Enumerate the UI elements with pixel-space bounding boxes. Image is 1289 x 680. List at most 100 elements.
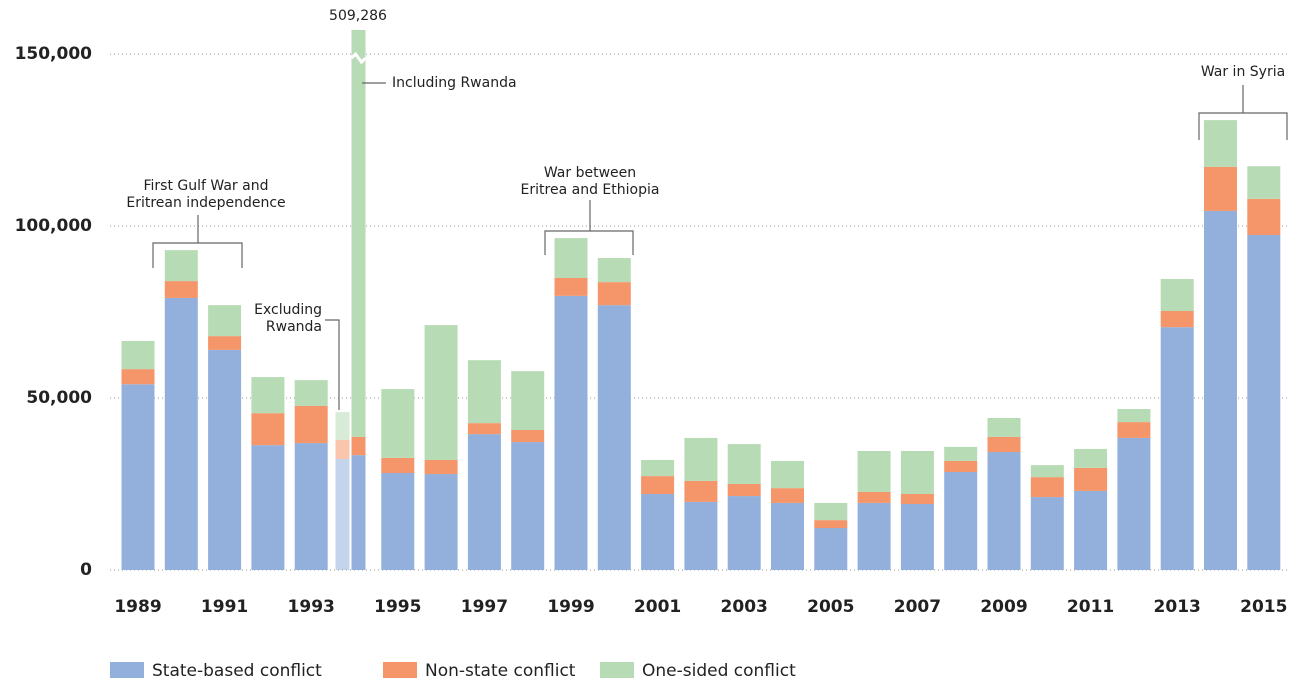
bar-segment — [771, 488, 804, 503]
bar-segment — [554, 277, 588, 296]
bar-segment — [1247, 166, 1281, 199]
bracket — [1198, 85, 1288, 140]
bar-segment — [381, 389, 415, 458]
bar-segment — [251, 445, 285, 570]
bracket — [544, 200, 634, 255]
bar-segment — [771, 460, 804, 489]
bar-segment — [944, 446, 978, 461]
legend-label: Non-state conflict — [425, 661, 576, 680]
bar-segment — [164, 250, 198, 282]
bar-segment — [335, 412, 350, 440]
bar-segment — [1117, 422, 1151, 438]
bar-segment — [771, 502, 804, 570]
legend-swatch — [600, 662, 634, 678]
bar-segment — [597, 258, 631, 283]
bar-segment — [641, 493, 675, 570]
foreground: 0 50,000 100,000 150,000 1989 1991 1993 1995 199… — [15, 44, 1288, 680]
annotation: 509,286 — [329, 8, 387, 24]
x-tick-label: 2001 — [634, 597, 681, 617]
bar-segment — [208, 336, 242, 350]
bar-segment — [684, 480, 718, 502]
bar-segment — [814, 520, 848, 529]
bar-segment — [857, 450, 891, 492]
bar-segment — [294, 443, 328, 570]
bar-segment — [727, 444, 761, 485]
bar-segment — [121, 384, 155, 570]
y-tick-label: 150,000 — [15, 44, 93, 64]
bar-segment — [641, 476, 675, 494]
bar-segment — [381, 457, 415, 474]
x-tick-label: 1995 — [374, 597, 421, 617]
bar-segment — [251, 377, 285, 414]
bar-segment — [1030, 477, 1064, 498]
y-tick-label: 0 — [80, 560, 92, 580]
connector — [325, 319, 340, 410]
bar-segment — [164, 297, 198, 570]
bar-segment — [814, 528, 848, 570]
bar-segment — [467, 423, 501, 435]
bar-segment — [1074, 467, 1108, 491]
bar-segment — [684, 501, 718, 570]
bars — [121, 30, 1281, 571]
bar-segment — [335, 439, 350, 459]
x-tick-label: 2005 — [807, 597, 854, 617]
bar-segment — [511, 442, 545, 570]
bar-segment — [1204, 166, 1237, 211]
bar-segment — [597, 305, 631, 570]
bar-segment — [1117, 409, 1151, 423]
bar-segment — [208, 349, 242, 570]
bar-segment — [857, 491, 891, 503]
bar-segment — [1074, 490, 1108, 570]
x-tick-label: 2007 — [894, 597, 941, 617]
bar-segment — [554, 295, 588, 570]
bar-segment — [121, 369, 155, 385]
bar-segment — [987, 417, 1021, 437]
x-tick-label: 1997 — [461, 597, 508, 617]
bar-segment — [424, 474, 458, 570]
bar-segment — [351, 436, 366, 456]
x-tick-label: 1993 — [288, 597, 335, 617]
bar-segment — [1247, 234, 1281, 570]
legend-label: One-sided conflict — [642, 661, 796, 680]
annotation: Eritrea and Ethiopia — [521, 182, 660, 198]
bar-segment — [335, 458, 350, 570]
bar-segment — [987, 436, 1021, 453]
bracket — [152, 215, 243, 268]
bar-segment — [351, 30, 366, 437]
axis-break — [350, 51, 367, 65]
x-tick-label: 2009 — [980, 597, 1027, 617]
bar-segment — [727, 496, 761, 570]
bar-segment — [121, 340, 155, 370]
bar-segment — [351, 455, 366, 570]
bar-segment — [1160, 327, 1194, 570]
bar-segment — [1030, 465, 1064, 478]
bar-segment — [554, 238, 588, 278]
bar-segment — [424, 325, 458, 460]
bar-segment — [900, 503, 934, 570]
x-tick-label: 2013 — [1154, 597, 1201, 617]
annotation: Eritrean independence — [126, 195, 285, 211]
x-tick-label: 2003 — [721, 597, 768, 617]
bar-segment — [900, 450, 934, 494]
bar-segment — [294, 380, 328, 406]
bar-segment — [684, 437, 718, 481]
bar-segment — [597, 282, 631, 306]
bar-segment — [1247, 198, 1281, 235]
annotation: War in Syria — [1201, 64, 1285, 80]
bar-segment — [1030, 497, 1064, 570]
bar-segment — [1117, 437, 1151, 570]
bar-segment — [467, 434, 501, 570]
bar-segment — [251, 413, 285, 446]
bar-segment — [641, 459, 675, 477]
legend-swatch — [110, 662, 144, 678]
annotation: First Gulf War and — [144, 178, 269, 194]
bar-segment — [381, 473, 415, 570]
bar-segment — [814, 502, 848, 521]
bar-segment — [987, 452, 1021, 570]
bar-segment — [1204, 120, 1237, 167]
bar-segment — [944, 460, 978, 472]
bar-segment — [1160, 279, 1194, 312]
y-tick-label: 50,000 — [26, 388, 92, 408]
bar-segment — [944, 471, 978, 570]
